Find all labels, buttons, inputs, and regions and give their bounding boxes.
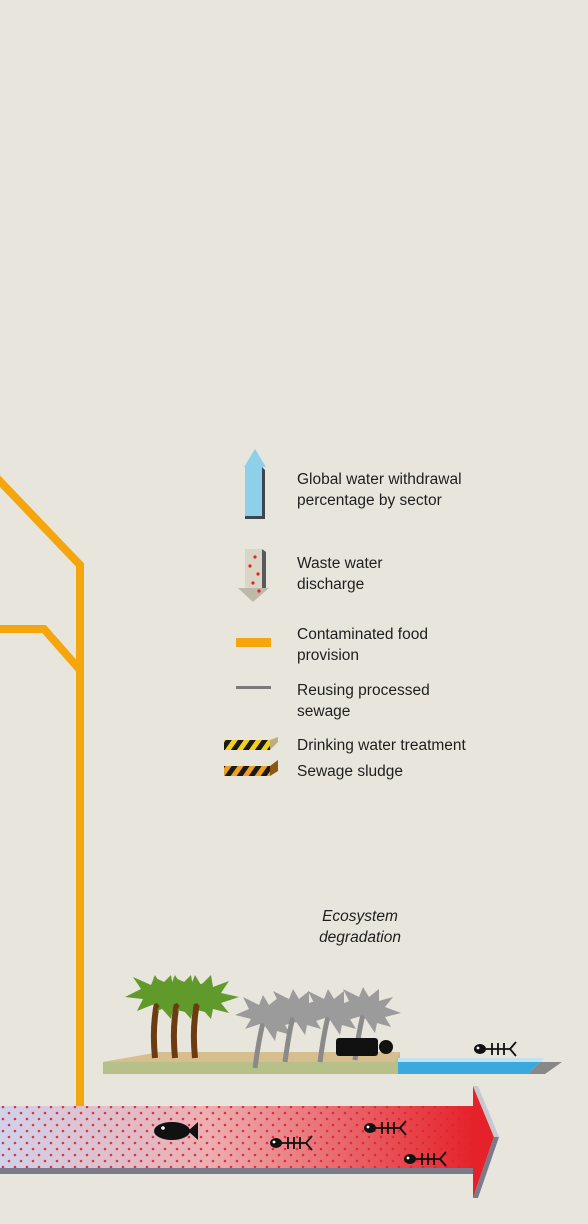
legend-sewage-sludge-label: Sewage sludge	[297, 763, 403, 780]
contaminated-food-swatch	[236, 638, 271, 647]
legend-contaminated-food-label: Contaminated food provision	[297, 626, 428, 664]
legend-waste-water-label: Waste water discharge	[297, 555, 383, 593]
ecosystem-degradation-label: Ecosystem degradation	[319, 908, 401, 946]
fallen-person-icon	[336, 1038, 393, 1056]
withdrawal-arrow-icon	[244, 449, 266, 519]
living-fish-icon	[154, 1122, 198, 1140]
legend-reusing-sewage-label: Reusing processed sewage	[297, 682, 430, 720]
waste-water-arrow-icon	[238, 549, 269, 602]
dead-fish-icon	[473, 1041, 517, 1057]
legend-withdrawal-label: Global water withdrawal percentage by se…	[297, 471, 462, 509]
contaminated-food-line	[0, 475, 84, 1106]
sewage-sludge-hazard-icon	[224, 760, 278, 776]
drinking-water-hazard-icon	[224, 737, 278, 750]
polluted-water-flow	[0, 1086, 499, 1198]
legend-drinking-water-label: Drinking water treatment	[297, 737, 466, 754]
reusing-sewage-swatch	[236, 686, 271, 689]
healthy-palm-trees	[125, 975, 239, 1058]
